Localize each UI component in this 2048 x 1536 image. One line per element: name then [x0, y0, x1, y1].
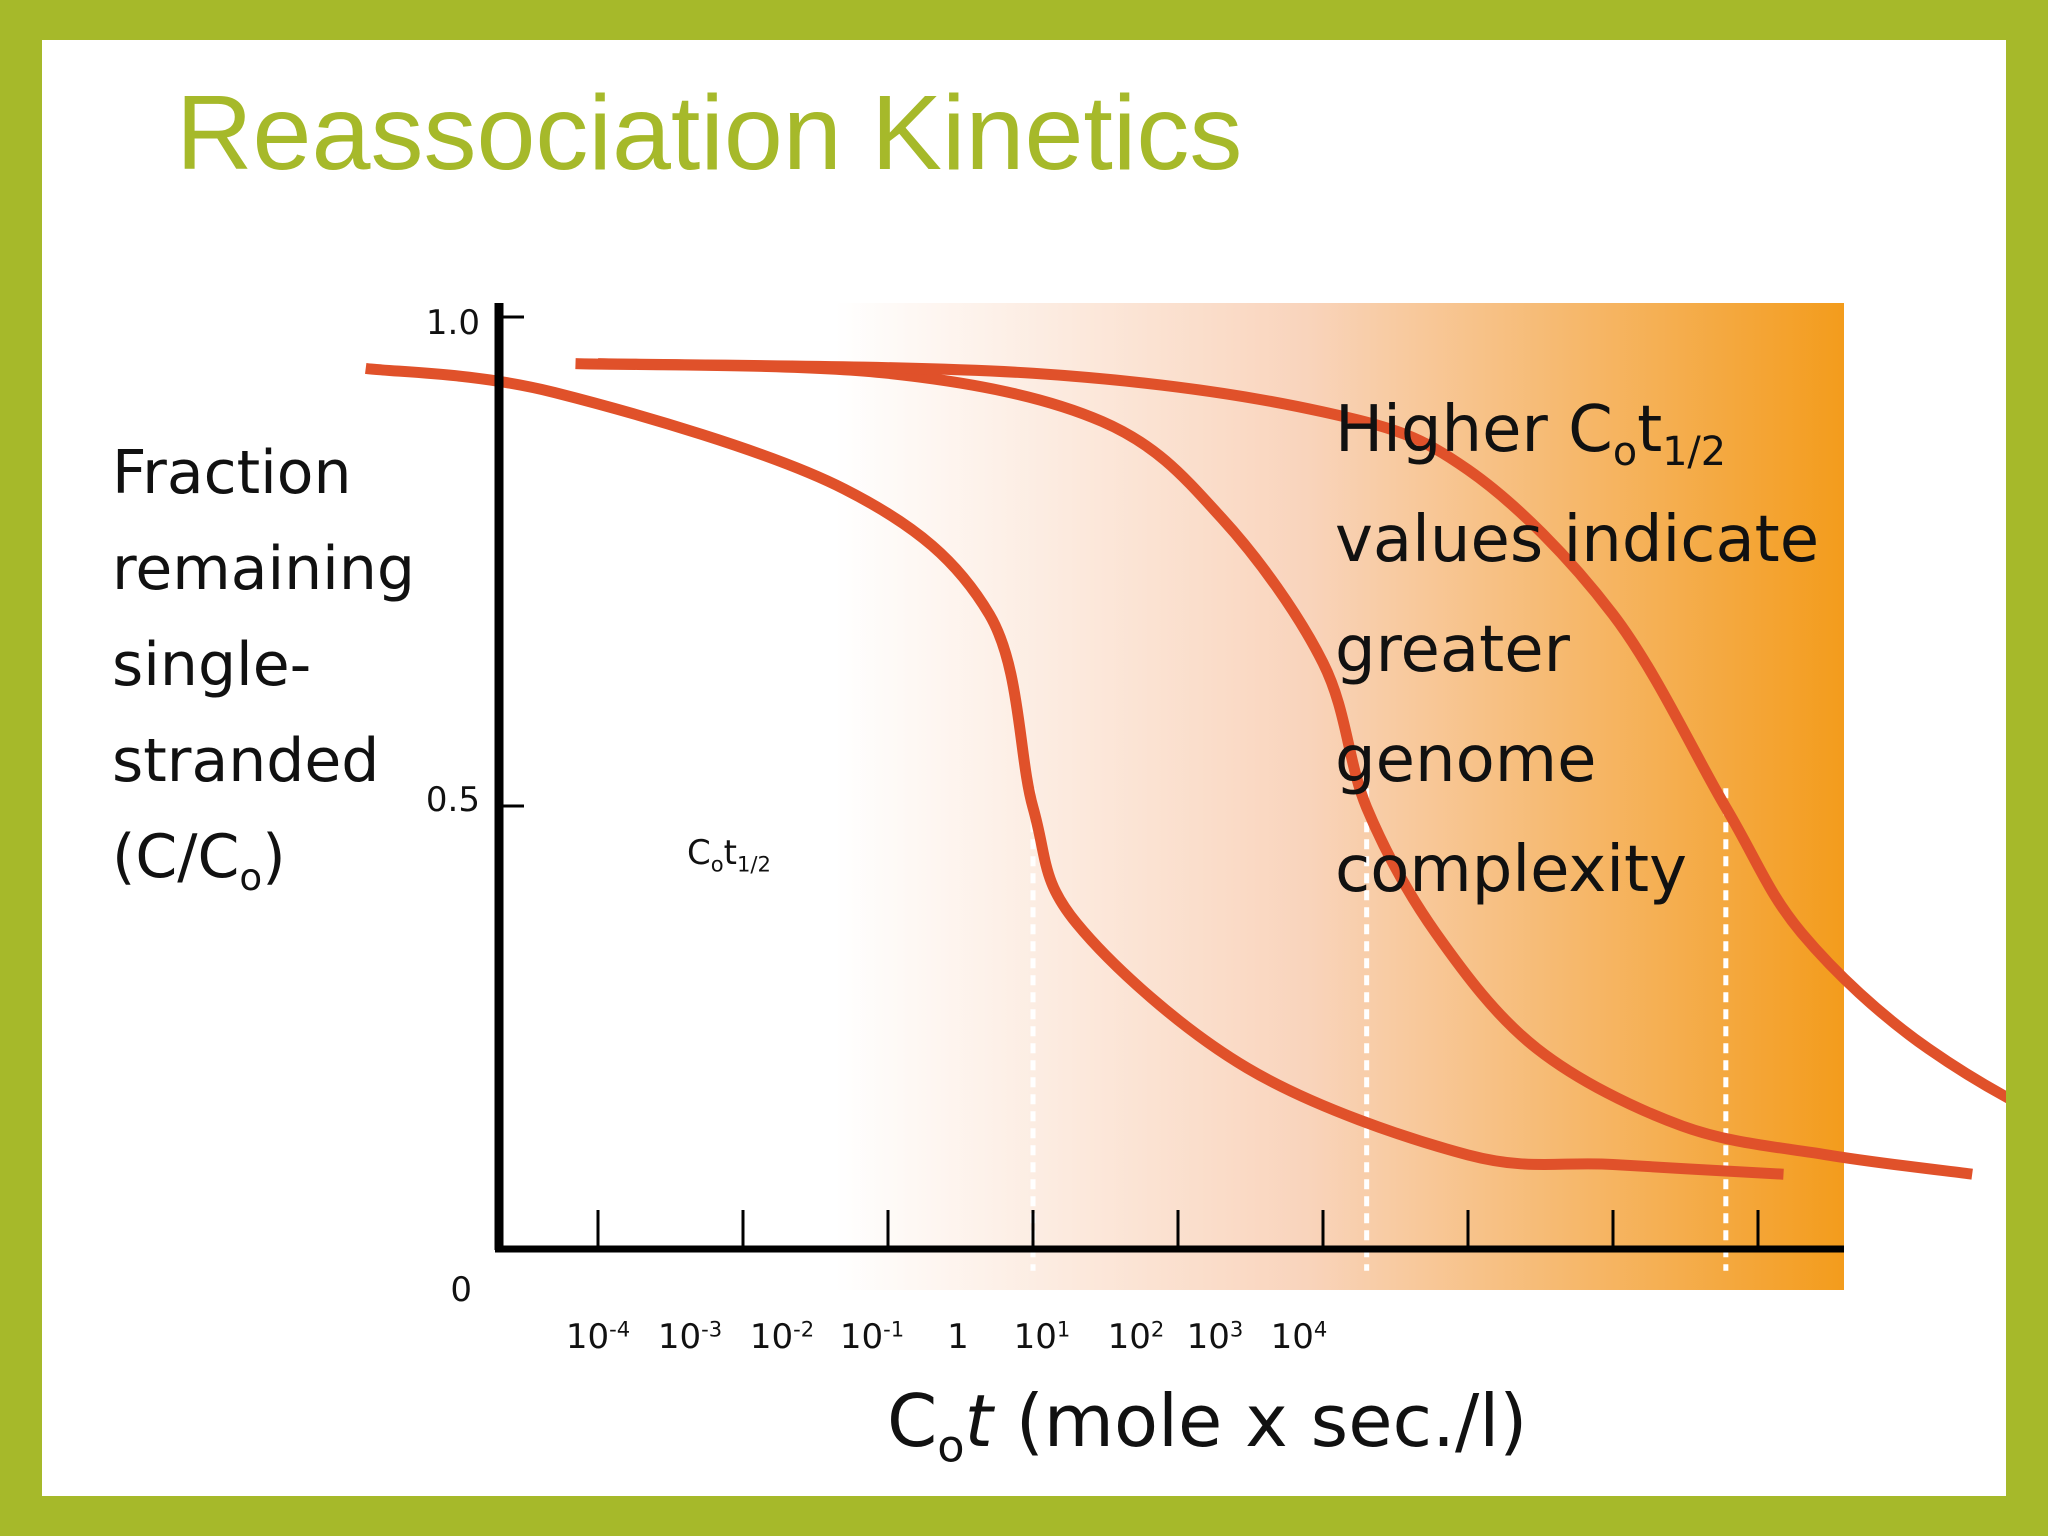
reassociation-curves: [365, 358, 2006, 1180]
note-sub-half: 1/2: [1662, 428, 1727, 475]
x-tick-label: 10-3: [658, 1317, 722, 1357]
cot-annot-c: C: [687, 833, 711, 873]
x-tick-base: 10: [1013, 1317, 1057, 1357]
note-line-5: complexity: [1335, 833, 1687, 907]
x-tick-label: 10-1: [840, 1317, 904, 1357]
chart: [365, 303, 2006, 1290]
reassociation-curve: [575, 358, 1973, 1180]
x-label-units: (mole x sec./l): [992, 1379, 1528, 1463]
x-tick-base: 10: [1107, 1317, 1151, 1357]
note-line-4: genome: [1335, 723, 1597, 797]
y-label-sub-o: o: [239, 855, 263, 900]
x-ticks: [596, 1210, 1760, 1249]
x-tick-label: 10-2: [750, 1317, 814, 1357]
x-axis-label: Cot (mole x sec./l): [887, 1385, 1527, 1469]
y-tick-label: 0.5: [425, 780, 480, 820]
axes: [494, 303, 1844, 1253]
reassociation-curve: [597, 358, 2006, 1104]
x-tick-label: 1: [947, 1317, 969, 1357]
cot-annot-t: t: [723, 833, 737, 873]
x-tick-label: 104: [1271, 1317, 1328, 1357]
x-tick-exponent: -4: [609, 1316, 631, 1342]
x-tick-label: 103: [1187, 1317, 1244, 1357]
y-tick-label: 1.0: [425, 303, 480, 343]
reassociation-curve: [365, 362, 1784, 1180]
cot-half-annotation: Cot1/2: [687, 833, 771, 877]
x-tick-label: 101: [1014, 1317, 1071, 1357]
y-axis-label: Fraction remaining single- stranded (C/C…: [112, 425, 415, 905]
y-label-line-3: single-: [112, 630, 312, 700]
x-tick-exponent: 2: [1150, 1316, 1165, 1342]
note-sub-o: o: [1612, 428, 1638, 475]
note-higher-c: Higher C: [1335, 393, 1613, 467]
y-label-c-co: (C/C: [112, 822, 240, 892]
slide-title: Reassociation Kinetics: [176, 74, 1243, 192]
x-tick-base: 10: [749, 1317, 794, 1357]
x-tick-exponent: -2: [793, 1316, 815, 1342]
x-tick-exponent: 1: [1056, 1316, 1071, 1342]
note-line-1: Higher Cot1/2: [1335, 375, 1819, 485]
note-line-2: values indicate: [1335, 503, 1820, 577]
x-label-t: t: [964, 1379, 993, 1463]
x-tick-label: 102: [1108, 1317, 1165, 1357]
slide: Reassociation Kinetics 10-4 10-3 10-2 10-1 1…: [42, 40, 2006, 1496]
cot-half-guides: [1030, 788, 1729, 1271]
note-line-3: greater: [1335, 613, 1570, 687]
note-t: t: [1637, 393, 1663, 467]
y-label-line-5: (C/Co): [112, 809, 415, 905]
x-tick-base: 10: [657, 1317, 702, 1357]
y-label-line-2: remaining: [112, 534, 415, 604]
x-tick-base: 10: [1186, 1317, 1230, 1357]
x-tick-base: 10: [565, 1317, 610, 1357]
x-tick-exponent: 4: [1313, 1316, 1328, 1342]
x-tick-exponent: -3: [701, 1316, 723, 1342]
y-label-line-4: stranded: [112, 726, 380, 796]
cot-annot-sub-o: o: [710, 851, 724, 877]
y-label-close: ): [262, 822, 286, 892]
x-label-sub-o: o: [937, 1420, 965, 1473]
x-tick-exponent: -1: [883, 1316, 905, 1342]
x-tick-base: 10: [1270, 1317, 1314, 1357]
x-tick-base: 10: [839, 1317, 884, 1357]
x-tick-base: 1: [947, 1317, 969, 1357]
complexity-note: Higher Cot1/2 values indicate greater ge…: [1335, 375, 1819, 925]
x-label-c: C: [887, 1379, 938, 1463]
y-label-line-1: Fraction: [112, 438, 352, 508]
x-tick-label: 10-4: [566, 1317, 630, 1357]
x-tick-exponent: 3: [1229, 1316, 1244, 1342]
y-tick-label: 0: [450, 1270, 472, 1310]
y-ticks: [499, 315, 524, 808]
cot-annot-sub-half: 1/2: [737, 851, 771, 877]
